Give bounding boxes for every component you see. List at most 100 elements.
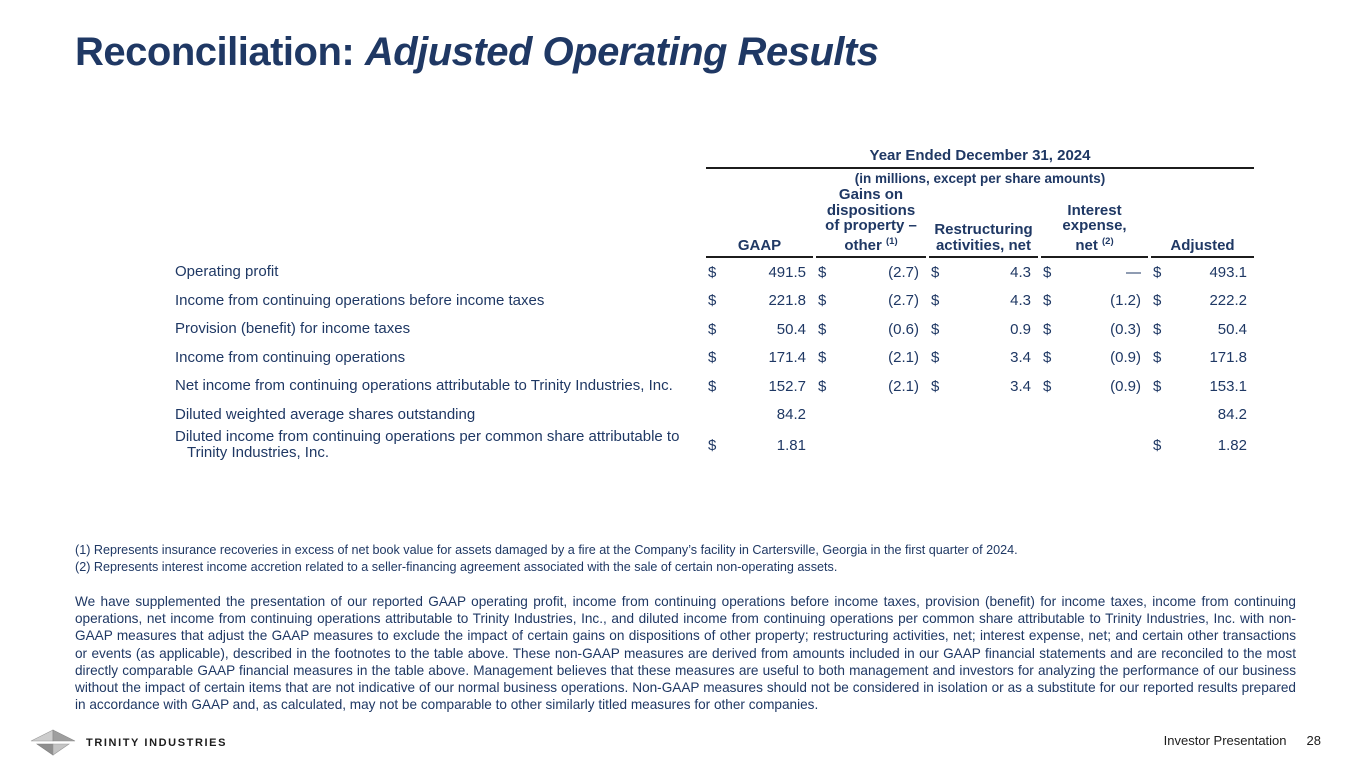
cell-value: 222.2: [1209, 292, 1247, 310]
table-cell: $493.1: [1151, 264, 1254, 281]
title-prefix: Reconciliation:: [75, 30, 365, 74]
cell-value: 153.1: [1209, 377, 1247, 395]
cell-value: 84.2: [776, 406, 806, 424]
table-cell: $171.4: [706, 349, 813, 366]
page-number: 28: [1306, 733, 1321, 748]
dollar-sign: $: [1153, 436, 1162, 454]
column-header: Interest expense, net (2): [1041, 187, 1148, 258]
table-cell: $4.3: [929, 264, 1038, 281]
row-label: Operating profit: [175, 263, 279, 281]
cell-value: (1.2): [1110, 292, 1141, 310]
table-cell: $491.5: [706, 264, 813, 281]
cell-value: (0.3): [1110, 320, 1141, 338]
cell-value: 0.9: [1010, 320, 1031, 338]
table-cell: $152.7: [706, 378, 813, 395]
cell-value: 491.5: [768, 263, 806, 281]
period-header: Year Ended December 31, 2024: [706, 147, 1254, 169]
table-row: Income from continuing operations before…: [175, 287, 1255, 316]
row-label: Income from continuing operations: [175, 348, 406, 366]
cell-value: 1.81: [776, 436, 806, 454]
table-cell: $ (0.9): [1041, 349, 1148, 366]
table-cell: $ (2.1): [816, 378, 926, 395]
dollar-sign: $: [708, 320, 717, 338]
dollar-sign: $: [818, 320, 827, 338]
table-cell: $ (2.7): [816, 292, 926, 309]
table-cell: $50.4: [706, 321, 813, 338]
dollar-sign: $: [1153, 377, 1162, 395]
cell-value: 4.3: [1010, 292, 1031, 310]
footnote-marker: (2): [1102, 235, 1114, 247]
table-cell: $4.3: [929, 292, 1038, 309]
table-row: Income from continuing operations $171.4 $…: [175, 344, 1255, 373]
row-label: Diluted income from continuing operation…: [175, 428, 680, 461]
row-label: Provision (benefit) for income taxes: [175, 320, 411, 338]
page-title: Reconciliation: Adjusted Operating Resul…: [75, 30, 879, 75]
cell-value: 152.7: [768, 377, 806, 395]
cell-value: 493.1: [1209, 263, 1247, 281]
dollar-sign: $: [1043, 263, 1052, 281]
dollar-sign: $: [1043, 320, 1052, 338]
table-cell: 84.2: [706, 406, 813, 423]
dollar-sign: $: [1153, 263, 1162, 281]
cell-value: (0.9): [1110, 377, 1141, 395]
table-cell: $50.4: [1151, 321, 1254, 338]
header-spacer: [175, 187, 703, 258]
table-cell: $3.4: [929, 378, 1038, 395]
table-cell: $ (0.6): [816, 321, 926, 338]
dollar-sign: $: [1153, 292, 1162, 310]
dollar-sign: $: [931, 263, 940, 281]
footnote-marker: (1): [886, 235, 898, 247]
table-row: Operating profit $491.5 $ (2.7) $4.3 $ — $493.1: [175, 258, 1255, 287]
dollar-sign: $: [708, 263, 717, 281]
title-emphasis: Adjusted Operating Results: [364, 30, 879, 74]
cell-value: 50.4: [776, 320, 806, 338]
units-note: (in millions, except per share amounts): [854, 171, 1106, 186]
table-cell: $0.9: [929, 321, 1038, 338]
dollar-sign: $: [708, 377, 717, 395]
table-cell: $ (0.9): [1041, 378, 1148, 395]
dollar-sign: $: [1153, 349, 1162, 367]
brand-footer: TRINITY INDUSTRIES: [30, 729, 227, 756]
table-cell: $1.82: [1151, 437, 1254, 454]
row-label: Diluted weighted average shares outstand…: [175, 405, 476, 423]
footnote-1: (1) Represents insurance recoveries in e…: [75, 543, 1018, 557]
table-cell: $ —: [1041, 264, 1148, 281]
table-cell: $221.8: [706, 292, 813, 309]
dollar-sign: $: [1043, 292, 1052, 310]
cell-value: 50.4: [1217, 320, 1247, 338]
cell-value: 84.2: [1217, 406, 1247, 424]
table-row: Diluted weighted average shares outstand…: [175, 401, 1255, 430]
dollar-sign: $: [708, 349, 717, 367]
column-header: GAAP: [706, 187, 813, 258]
dollar-sign: $: [818, 377, 827, 395]
column-header: Restructuring activities, net: [929, 187, 1038, 258]
table-cell: $ (2.7): [816, 264, 926, 281]
cell-value: (2.7): [888, 292, 919, 310]
table-body: Operating profit $491.5 $ (2.7) $4.3 $ — $493.1…: [175, 258, 1255, 461]
cell-value: (2.7): [888, 263, 919, 281]
cell-value: 3.4: [1010, 377, 1031, 395]
dollar-sign: $: [708, 292, 717, 310]
column-header: Adjusted: [1151, 187, 1254, 258]
units-row: (in millions, except per share amounts): [175, 169, 1255, 186]
dollar-sign: $: [818, 349, 827, 367]
units-spacer: [175, 169, 703, 186]
table-cell: 84.2: [1151, 406, 1254, 423]
cell-value: —: [1126, 263, 1141, 281]
cell-value: 3.4: [1010, 349, 1031, 367]
cell-value: 1.82: [1217, 436, 1247, 454]
table-cell: $ (1.2): [1041, 292, 1148, 309]
dollar-sign: $: [1153, 320, 1162, 338]
dollar-sign: $: [1043, 377, 1052, 395]
table-cell: $171.8: [1151, 349, 1254, 366]
table-cell: $1.81: [706, 437, 813, 454]
disclosure-paragraph: We have supplemented the presentation of…: [75, 594, 1296, 713]
dollar-sign: $: [931, 292, 940, 310]
table-cell: $222.2: [1151, 292, 1254, 309]
footer-right: Investor Presentation 28: [1164, 733, 1321, 748]
column-header: Gains on dispositions of property – other (…: [816, 187, 926, 258]
period-spacer: [175, 147, 703, 169]
dollar-sign: $: [931, 320, 940, 338]
table-row: Net income from continuing operations at…: [175, 372, 1255, 401]
